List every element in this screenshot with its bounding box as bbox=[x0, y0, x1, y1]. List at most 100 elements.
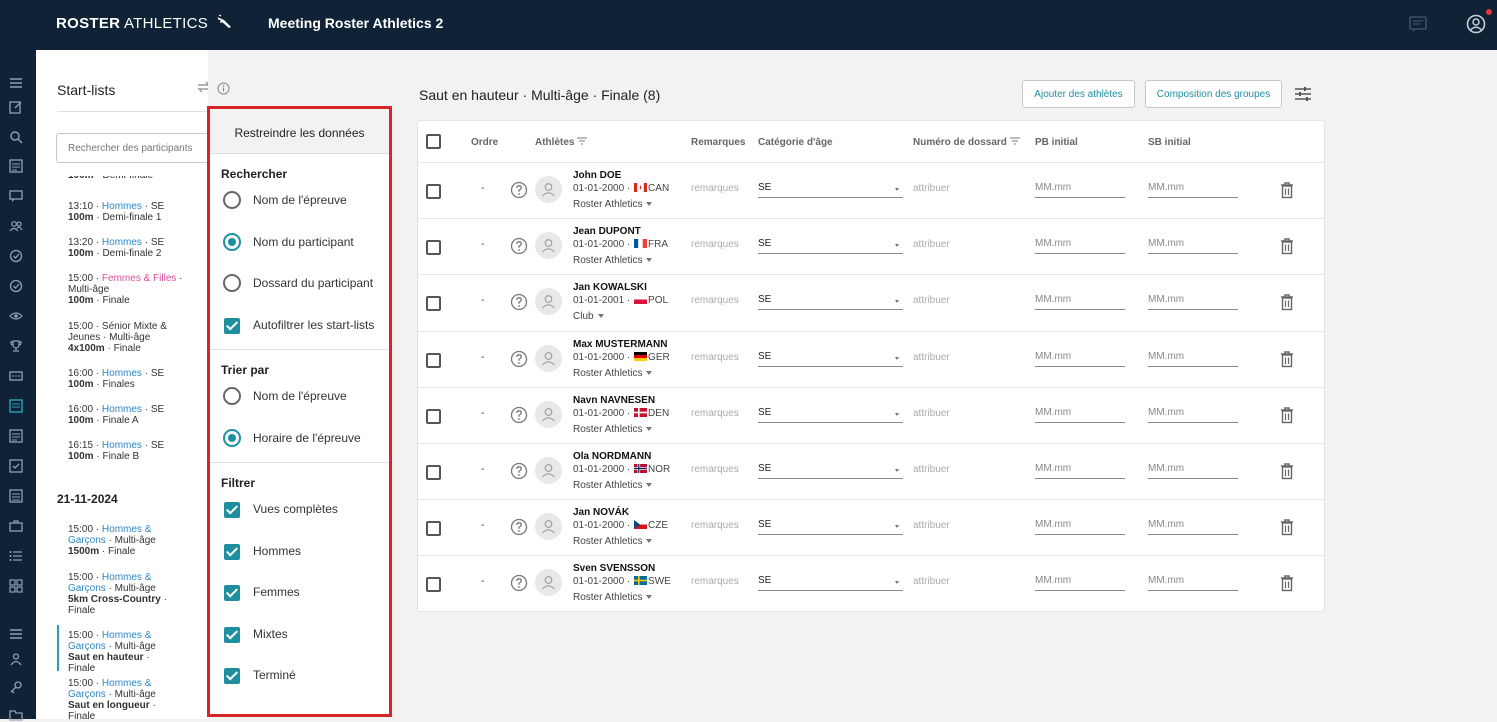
pb-input[interactable]: MM.mm bbox=[1035, 569, 1125, 592]
results-icon[interactable] bbox=[9, 429, 23, 443]
header-age-category[interactable]: Catégorie d'âge bbox=[758, 137, 833, 148]
age-category-select[interactable]: SE bbox=[758, 569, 903, 592]
account-icon[interactable] bbox=[1465, 13, 1487, 35]
radio-button[interactable] bbox=[223, 191, 241, 209]
club-dropdown[interactable]: Roster Athletics bbox=[573, 592, 652, 603]
trash-icon[interactable] bbox=[1279, 462, 1295, 480]
filter-icon[interactable] bbox=[1009, 137, 1020, 145]
chat-icon[interactable] bbox=[1407, 13, 1429, 35]
bib-field[interactable]: attribuer bbox=[913, 351, 950, 363]
sb-input[interactable]: MM.mm bbox=[1148, 345, 1238, 367]
row-checkbox[interactable] bbox=[426, 296, 441, 312]
radio-button-selected[interactable] bbox=[223, 428, 241, 447]
check-circle-icon-2[interactable] bbox=[9, 279, 23, 293]
sb-input[interactable]: MM.mm bbox=[1148, 401, 1238, 423]
age-category-select[interactable]: SE bbox=[758, 345, 903, 367]
startlist-item-active[interactable]: 15:00 · Hommes & Garçons · Multi-âge Sau… bbox=[68, 630, 156, 674]
radio-participant-bib[interactable]: Dossard du participant bbox=[210, 263, 389, 305]
checkbox-checked[interactable] bbox=[224, 626, 240, 643]
list-icon[interactable] bbox=[9, 159, 23, 173]
remarks-field[interactable]: remarques bbox=[691, 295, 739, 307]
menu-icon[interactable] bbox=[9, 76, 23, 90]
bib-field[interactable]: attribuer bbox=[913, 407, 950, 419]
athlete-name[interactable]: Ola NORDMANN bbox=[573, 451, 652, 462]
order-value[interactable]: - bbox=[481, 295, 485, 307]
trash-icon[interactable] bbox=[1279, 518, 1295, 536]
swap-icon[interactable] bbox=[197, 81, 208, 93]
edit-icon[interactable] bbox=[9, 100, 23, 114]
participant-search-input[interactable]: Rechercher des participants bbox=[56, 133, 208, 163]
trophy-icon[interactable] bbox=[9, 339, 23, 353]
search-icon[interactable] bbox=[9, 130, 23, 144]
pb-input[interactable]: MM.mm bbox=[1035, 457, 1125, 479]
order-value[interactable]: - bbox=[481, 407, 485, 419]
app-logo[interactable]: ROSTER ATHLETICS bbox=[56, 14, 233, 32]
remarks-field[interactable]: remarques bbox=[691, 464, 739, 475]
pb-input[interactable]: MM.mm bbox=[1035, 401, 1125, 423]
pb-input[interactable]: MM.mm bbox=[1035, 513, 1125, 536]
athlete-name[interactable]: Jan KOWALSKI bbox=[573, 282, 647, 294]
startlist-item[interactable]: 15:00 · Hommes & Garçons · Multi-âge 5km… bbox=[68, 572, 167, 616]
pb-input[interactable]: MM.mm bbox=[1035, 232, 1125, 255]
eye-icon[interactable] bbox=[9, 309, 23, 323]
startlist-item[interactable]: 16:00 · Hommes · SE 100m · Finales bbox=[68, 368, 165, 390]
checkbox-women[interactable]: Femmes bbox=[210, 572, 389, 614]
athlete-name[interactable]: Sven SVENSSON bbox=[573, 563, 656, 575]
select-all-checkbox[interactable] bbox=[426, 134, 441, 149]
trash-icon[interactable] bbox=[1279, 181, 1295, 199]
age-category-select[interactable]: SE bbox=[758, 232, 903, 255]
sb-input[interactable]: MM.mm bbox=[1148, 176, 1238, 198]
order-value[interactable]: - bbox=[481, 239, 485, 251]
document-icon[interactable] bbox=[9, 489, 23, 503]
startlist-icon[interactable] bbox=[9, 399, 23, 413]
help-icon[interactable] bbox=[510, 237, 528, 255]
radio-participant-name[interactable]: Nom du participant bbox=[210, 222, 389, 264]
radio-sort-event-name[interactable]: Nom de l'épreuve bbox=[210, 376, 389, 418]
startlist-item[interactable]: 13:20 · Hommes · SE 100m · Demi-finale 2 bbox=[68, 237, 165, 259]
help-icon[interactable] bbox=[510, 293, 528, 311]
trash-icon[interactable] bbox=[1279, 237, 1295, 255]
row-checkbox[interactable] bbox=[426, 352, 441, 368]
remarks-field[interactable]: remarques bbox=[691, 351, 739, 363]
checkbox-checked[interactable] bbox=[224, 543, 240, 560]
club-dropdown[interactable]: Roster Athletics bbox=[573, 424, 652, 435]
remarks-field[interactable]: remarques bbox=[691, 183, 739, 194]
order-value[interactable]: - bbox=[481, 464, 485, 475]
trash-icon[interactable] bbox=[1279, 293, 1295, 311]
help-icon[interactable] bbox=[510, 574, 528, 592]
row-checkbox[interactable] bbox=[426, 184, 441, 199]
header-athletes[interactable]: Athlètes bbox=[535, 137, 588, 148]
remarks-field[interactable]: remarques bbox=[691, 407, 739, 419]
row-checkbox[interactable] bbox=[426, 521, 441, 537]
header-pb[interactable]: PB initial bbox=[1035, 137, 1078, 148]
radio-button-selected[interactable] bbox=[223, 232, 241, 251]
bib-field[interactable]: attribuer bbox=[913, 295, 950, 307]
startlist-item[interactable]: 13:10 · Hommes · SE 100m · Demi-finale 1 bbox=[68, 201, 165, 223]
row-checkbox[interactable] bbox=[426, 240, 441, 256]
checkbox-autofilter[interactable]: Autofiltrer les start-lists bbox=[210, 305, 389, 347]
order-value[interactable]: - bbox=[481, 576, 485, 588]
row-checkbox[interactable] bbox=[426, 465, 441, 480]
checkbox-men[interactable]: Hommes bbox=[210, 531, 389, 573]
bib-field[interactable]: attribuer bbox=[913, 464, 950, 475]
age-category-select[interactable]: SE bbox=[758, 288, 903, 311]
people-icon[interactable] bbox=[9, 219, 23, 233]
check-circle-icon[interactable] bbox=[9, 249, 23, 263]
startlist-item[interactable]: 16:15 · Hommes · SE 100m · Finale B bbox=[68, 440, 165, 462]
help-icon[interactable] bbox=[510, 350, 528, 368]
club-dropdown[interactable]: Roster Athletics bbox=[573, 368, 652, 379]
sb-input[interactable]: MM.mm bbox=[1148, 457, 1238, 479]
header-order[interactable]: Ordre bbox=[471, 137, 499, 148]
add-athletes-button[interactable]: Ajouter des athlètes bbox=[1022, 80, 1135, 108]
pb-input[interactable]: MM.mm bbox=[1035, 345, 1125, 367]
pb-input[interactable]: MM.mm bbox=[1035, 288, 1125, 311]
checkbox-mixed[interactable]: Mixtes bbox=[210, 614, 389, 656]
date-heading[interactable]: 21-11-2024 bbox=[57, 492, 118, 506]
startlist-item[interactable]: 16:00 · Hommes · SE 100m · Finale A bbox=[68, 404, 165, 426]
radio-sort-event-time[interactable]: Horaire de l'épreuve bbox=[210, 418, 389, 460]
bib-field[interactable]: attribuer bbox=[913, 520, 950, 532]
trash-icon[interactable] bbox=[1279, 350, 1295, 368]
athlete-name[interactable]: Navn NAVNESEN bbox=[573, 394, 656, 406]
tune-icon[interactable] bbox=[1294, 85, 1312, 103]
grid-icon[interactable] bbox=[9, 579, 23, 593]
